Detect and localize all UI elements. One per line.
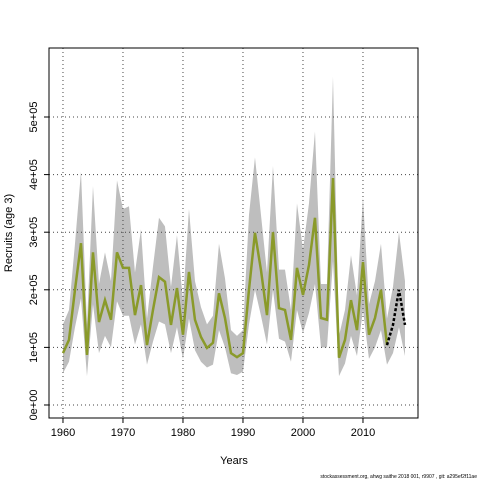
- y-tick-label: 4e+05: [28, 159, 40, 190]
- y-tick-label: 2e+05: [28, 274, 40, 305]
- y-tick-label: 0e+00: [28, 390, 40, 421]
- plot-frame: [48, 47, 419, 419]
- x-tick-label: 2010: [351, 427, 375, 439]
- y-axis-label: Recruits (age 3): [3, 194, 15, 272]
- series-line: [385, 289, 407, 346]
- y-tick-label: 5e+05: [28, 102, 40, 133]
- series-line: [61, 178, 389, 359]
- y-tick-label: 3e+05: [28, 217, 40, 248]
- x-tick-label: 2000: [291, 427, 315, 439]
- x-tick-label: 1980: [171, 427, 195, 439]
- y-tick-label: 1e+05: [28, 332, 40, 363]
- confidence-band: [62, 76, 405, 377]
- x-tick-label: 1960: [51, 427, 75, 439]
- footer: stockassessment.org, ahwg saithe 2018 00…: [320, 474, 477, 480]
- x-tick-label: 1970: [111, 427, 135, 439]
- x-axis-label: Years: [220, 455, 248, 467]
- x-tick-label: 1990: [231, 427, 255, 439]
